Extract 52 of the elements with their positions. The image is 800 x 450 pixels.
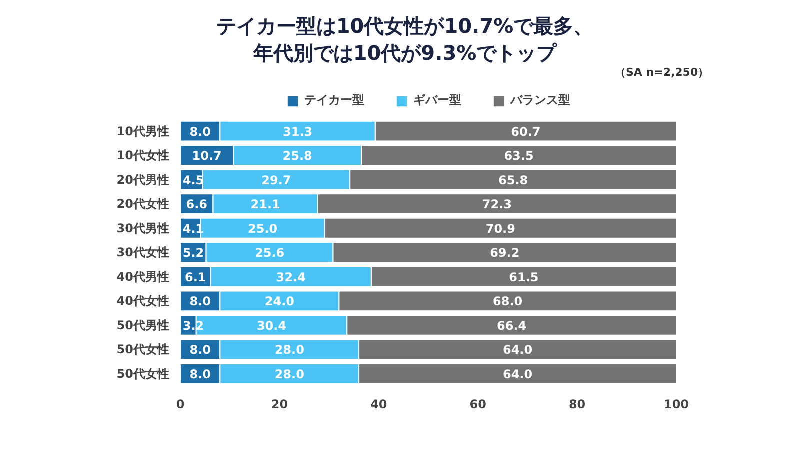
data-label: 5.2 bbox=[182, 246, 204, 260]
chart-title: テイカー型は10代女性が10.7%で最多、年代別では10代が9.3%でトップ bbox=[215, 13, 595, 67]
y-tick-label: 50代女性 bbox=[116, 366, 170, 381]
x-tick-label: 0 bbox=[176, 398, 185, 412]
data-label: 8.0 bbox=[190, 343, 211, 358]
data-label: 64.0 bbox=[502, 343, 533, 358]
text: （SA n=2,250） bbox=[615, 65, 710, 81]
data-label: 25.0 bbox=[248, 222, 278, 236]
y-tick-label: 40代女性 bbox=[116, 294, 170, 308]
data-label: 70.9 bbox=[486, 222, 516, 236]
y-tick-label: 10代男性 bbox=[116, 124, 170, 138]
x-tick-label: 20 bbox=[271, 398, 288, 412]
x-tick-label: 60 bbox=[470, 398, 486, 412]
data-label: 32.4 bbox=[276, 270, 306, 284]
data-label: 10.7 bbox=[192, 149, 222, 164]
legend-label: ギバー型 bbox=[414, 92, 462, 109]
y-tick-label: 10代女性 bbox=[116, 148, 170, 163]
data-label: 8.0 bbox=[190, 367, 211, 382]
data-label: 65.8 bbox=[498, 173, 528, 188]
data-label: 60.7 bbox=[511, 124, 541, 139]
data-label: 64.0 bbox=[502, 367, 533, 382]
data-label: 8.0 bbox=[190, 294, 211, 309]
data-label: 72.3 bbox=[482, 198, 512, 212]
data-label: 25.8 bbox=[282, 149, 312, 164]
data-label: 25.6 bbox=[254, 246, 285, 260]
y-tick-label: 50代男性 bbox=[116, 318, 170, 332]
legend-label: バランス型 bbox=[510, 92, 570, 109]
y-tick-label: 30代女性 bbox=[116, 246, 170, 260]
data-label: 63.5 bbox=[504, 149, 534, 164]
y-tick-label: 30代男性 bbox=[116, 221, 170, 236]
y-tick-label: 20代女性 bbox=[116, 197, 170, 212]
data-label: 31.3 bbox=[283, 124, 313, 139]
data-label: 6.6 bbox=[186, 198, 208, 212]
data-label: 69.2 bbox=[490, 246, 520, 260]
data-label: 8.0 bbox=[190, 124, 211, 139]
data-label: 24.0 bbox=[264, 294, 295, 309]
data-label: 30.4 bbox=[256, 318, 287, 333]
data-label: 28.0 bbox=[274, 343, 304, 358]
data-label: 68.0 bbox=[493, 294, 523, 309]
data-label: 66.4 bbox=[497, 318, 527, 333]
legend-label: テイカー型 bbox=[304, 92, 364, 109]
x-tick-label: 100 bbox=[664, 398, 690, 412]
data-label: 29.7 bbox=[262, 173, 292, 188]
x-tick-label: 80 bbox=[568, 398, 586, 412]
y-tick-label: 40代男性 bbox=[116, 270, 170, 284]
data-label: 28.0 bbox=[274, 367, 304, 382]
data-label: 6.1 bbox=[185, 270, 206, 284]
x-tick-label: 40 bbox=[370, 398, 388, 412]
data-label: 61.5 bbox=[509, 270, 539, 284]
y-tick-label: 50代女性 bbox=[116, 342, 170, 357]
data-label: 21.1 bbox=[250, 198, 280, 212]
y-tick-label: 20代男性 bbox=[116, 172, 170, 187]
